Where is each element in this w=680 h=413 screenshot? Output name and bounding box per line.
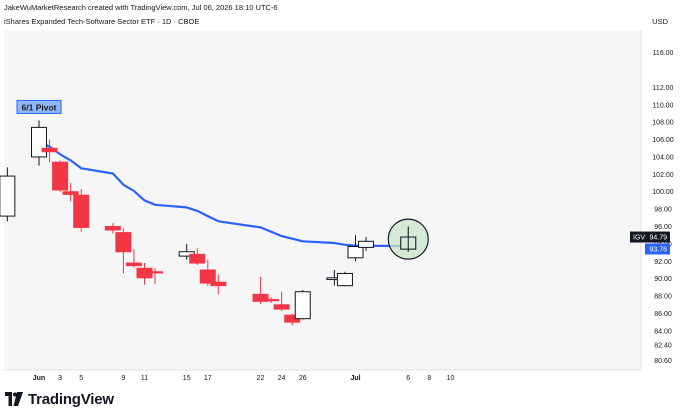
candle xyxy=(62,183,79,202)
price-tick-label: 104.00 xyxy=(652,154,674,161)
candle-body xyxy=(347,246,364,259)
badge-last-price: 94.79 xyxy=(649,235,667,242)
time-tick-label: 24 xyxy=(278,375,286,382)
candle xyxy=(358,236,375,251)
candle-body xyxy=(358,240,375,248)
candle xyxy=(263,296,280,304)
price-tick-label: 116.00 xyxy=(653,50,674,57)
candle xyxy=(104,223,121,234)
candles-layer xyxy=(0,120,417,326)
candle xyxy=(115,228,132,274)
badge-ma-value: 93.76 xyxy=(649,247,667,254)
price-tick-label: 110.00 xyxy=(653,102,674,109)
candle-body xyxy=(52,161,69,191)
symbol-description: iShares Expanded Tech-Software Sector ET… xyxy=(4,17,200,26)
candle-body xyxy=(273,304,290,310)
price-tick-label: 108.00 xyxy=(652,120,674,127)
ma-value-badge: 93.76 xyxy=(645,243,670,255)
candle-body xyxy=(62,191,79,195)
candle-body xyxy=(115,232,132,253)
currency-label: USD xyxy=(652,17,668,26)
candle xyxy=(273,291,290,311)
time-tick-label: 5 xyxy=(79,375,83,382)
ma-value-badge-box xyxy=(645,243,670,255)
candle xyxy=(0,167,16,222)
candle-body xyxy=(336,272,353,287)
attribution-text: JakeWuMarketResearch created with Tradin… xyxy=(4,3,278,12)
time-tick-label: 11 xyxy=(141,375,148,382)
candle xyxy=(125,249,142,268)
candle xyxy=(52,160,69,192)
time-tick-label: 22 xyxy=(257,375,265,382)
plot-area[interactable] xyxy=(4,30,641,370)
candle-body xyxy=(294,291,311,320)
candle xyxy=(252,276,269,304)
time-tick-label: 10 xyxy=(447,375,455,382)
candle-body xyxy=(263,299,280,302)
pivot-annotation: 6/1 Pivot xyxy=(16,99,62,114)
pivot-label-box xyxy=(16,99,62,114)
time-tick-label: 9 xyxy=(121,375,125,382)
time-axis[interactable]: Jun 3 5 9 11 15 17 22 24 26 Jul 6 8 10 xyxy=(33,375,455,382)
price-tick-label: 92.00 xyxy=(654,259,672,266)
price-tick-label: 100.00 xyxy=(652,189,674,196)
price-tick-label: 84.00 xyxy=(654,328,672,335)
candle-body xyxy=(189,253,206,264)
time-tick-label: Jul xyxy=(350,375,360,382)
candle xyxy=(41,139,58,163)
tradingview-logo-icon xyxy=(5,392,23,406)
pivot-label: 6/1 Pivot xyxy=(22,102,57,112)
candle-body xyxy=(199,269,216,284)
time-tick-label: 8 xyxy=(427,375,431,382)
candle xyxy=(347,235,364,262)
badge-symbol: IGV xyxy=(633,235,645,242)
time-tick-label: Jun xyxy=(33,375,45,382)
price-tick-label: 102.00 xyxy=(652,172,674,179)
candle xyxy=(294,290,311,320)
time-tick-label: 6 xyxy=(406,375,410,382)
last-price-badge-box xyxy=(630,231,670,243)
price-tick-label: 96.00 xyxy=(654,224,672,231)
candle-body xyxy=(252,293,269,302)
time-tick-label: 17 xyxy=(204,375,212,382)
brand-name: TradingView xyxy=(28,390,114,408)
last-price-badge: IGV 94.79 xyxy=(630,231,670,243)
candle-body xyxy=(104,226,121,231)
candle xyxy=(199,259,216,286)
price-tick-label: 80.60 xyxy=(654,358,672,365)
time-tick-label: 15 xyxy=(183,375,191,382)
footer-branding: TradingView xyxy=(4,389,114,409)
price-tick-label: 82.40 xyxy=(654,342,672,349)
candle xyxy=(189,248,206,265)
annotations-layer: 6/1 Pivot IGV 94.79 93.76 xyxy=(16,99,670,260)
price-tick-label: 98.00 xyxy=(654,207,672,214)
candle xyxy=(336,271,353,287)
candle xyxy=(73,189,90,232)
moving-average-layer xyxy=(38,141,409,248)
price-tick-label: 106.00 xyxy=(652,137,674,144)
candle-body xyxy=(41,147,58,153)
candle xyxy=(147,268,164,284)
candle xyxy=(210,274,227,295)
price-axis[interactable]: 80.6082.4084.0086.0088.0090.0092.0094.00… xyxy=(652,50,674,365)
highlight-candle-body xyxy=(400,236,417,250)
time-tick-label: 3 xyxy=(58,375,62,382)
candle-body xyxy=(147,271,164,274)
price-tick-label: 88.00 xyxy=(654,294,672,301)
candle-body xyxy=(73,194,90,228)
price-tick-label: 86.00 xyxy=(654,311,672,318)
candle-body xyxy=(0,175,16,217)
price-tick-label: 112.00 xyxy=(653,85,674,92)
price-tick-label: 90.00 xyxy=(654,276,672,283)
candle-body xyxy=(125,262,142,267)
candle-body xyxy=(31,126,47,158)
candle-body xyxy=(210,281,227,287)
time-tick-label: 26 xyxy=(299,375,307,382)
moving-average-line xyxy=(38,141,409,248)
